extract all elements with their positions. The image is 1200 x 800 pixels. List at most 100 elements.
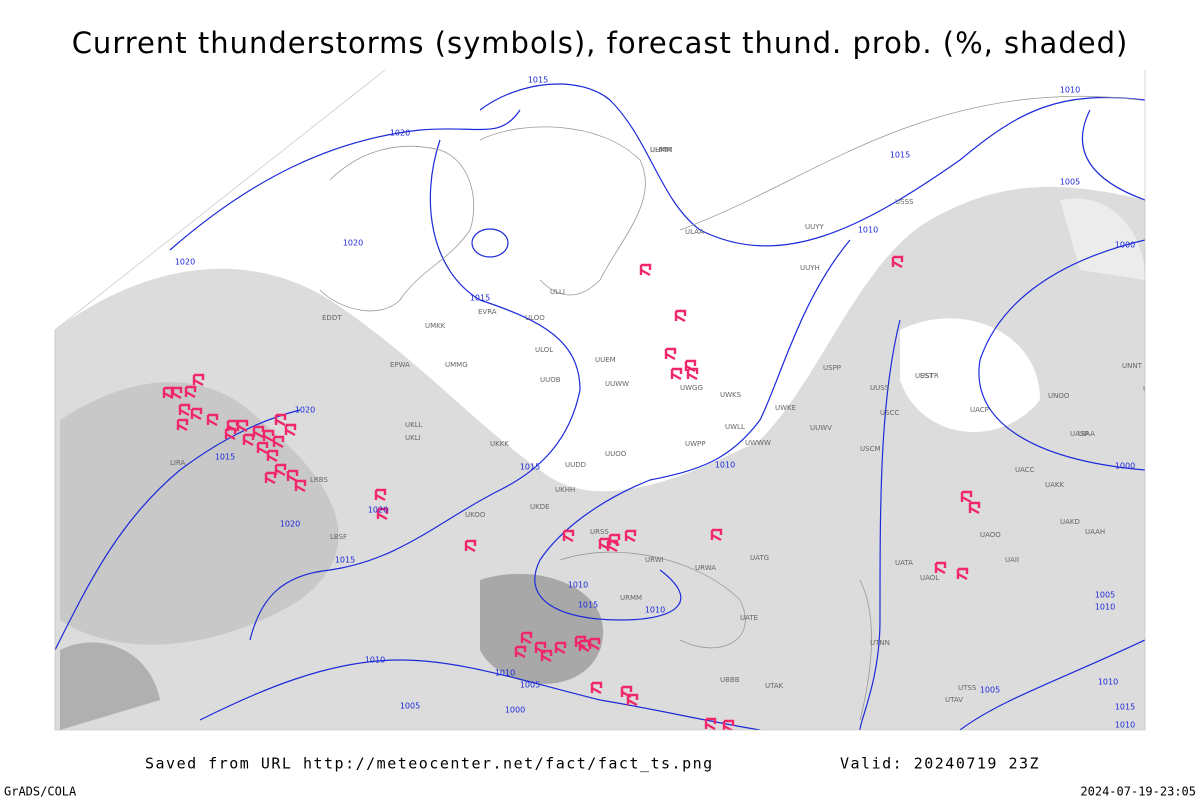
isobar-label: 1015 (890, 151, 910, 160)
station-label: UKKK (490, 440, 509, 448)
station-label: USPP (823, 364, 841, 372)
thunderstorm (256, 441, 269, 455)
station-label: UWWW (745, 439, 771, 447)
credit: GrADS/COLA (4, 785, 77, 799)
isobar-label: 1015 (1115, 703, 1135, 712)
thunderstorm (190, 407, 203, 421)
thunderstorm (540, 649, 553, 663)
thunderstorm (590, 681, 603, 695)
station-label: UKLI (405, 434, 421, 442)
station-label: LIRA (170, 459, 186, 467)
thunderstorm (934, 561, 947, 575)
isobar-label: 1020 (280, 520, 300, 529)
thunderstorm (178, 403, 191, 417)
thunderstorm (272, 435, 285, 449)
thunderstorm (968, 501, 981, 515)
isobar-label: 1010 (1095, 603, 1115, 612)
station-label: LRBS (310, 476, 328, 484)
station-label: USCC (880, 409, 899, 417)
isobar-label: 1020 (343, 239, 363, 248)
station-label: URMM (620, 594, 642, 602)
thunderstorm (176, 418, 189, 432)
thunderstorm (252, 425, 265, 439)
station-label: UKLL (405, 421, 423, 429)
station-label: USCM (860, 445, 881, 453)
thunderstorm (891, 255, 904, 269)
title: Current thunderstorms (symbols), forecas… (72, 26, 1129, 60)
station-label: ULLI (550, 288, 565, 296)
station-label: UUYH (800, 264, 820, 272)
isobar-label: 1020 (368, 506, 388, 515)
station-label: UTSS (958, 684, 977, 692)
isobar-label: 1010 (1098, 678, 1118, 687)
station-label: UUYY (805, 223, 825, 231)
isobar-label: 1005 (1095, 591, 1115, 600)
station-label: ULMM (650, 146, 671, 154)
station-label: UAKD (1060, 518, 1080, 526)
station-label: EVRA (478, 308, 497, 316)
thunderstorm (639, 263, 652, 277)
thunderstorm (520, 631, 533, 645)
station-label: URWA (695, 564, 716, 572)
thunderstorm (562, 529, 575, 543)
isobar-label: 1010 (858, 226, 878, 235)
isobar-label: 1010 (568, 581, 588, 590)
isobar-label: 1020 (175, 258, 195, 267)
isobar-labels: 1015 1020 1010 1015 1005 1010 1000 1020 1020 1015… (175, 76, 1135, 730)
thunderstorm (664, 347, 677, 361)
thunderstorm (588, 637, 601, 651)
isobar-label: 1020 (390, 129, 410, 138)
station-label: UNBB (1143, 385, 1163, 393)
thunderstorm (262, 429, 275, 443)
station-labels: ULMM ULAA ULOO ULOL UMMG UUEM UUWW UWGG UWPP UWKS… (170, 146, 1163, 704)
station-label: UTNN (870, 639, 890, 647)
thunderstorm (286, 469, 299, 483)
thunderstorm (670, 367, 683, 381)
station-label: UAAH (1085, 528, 1105, 536)
thunderstorm (266, 449, 279, 463)
station-label: UNNT (1122, 362, 1143, 370)
isobar-label: 1015 (335, 556, 355, 565)
station-label: UATG (750, 554, 769, 562)
isobar-label: 1020 (295, 406, 315, 415)
station-label: UMMG (445, 361, 468, 369)
thunderstorm (236, 419, 249, 433)
isobar-label: 1010 (715, 461, 735, 470)
isobar-label: 1000 (1115, 241, 1135, 250)
station-label: UUWW (605, 380, 629, 388)
station-label: UNOO (1048, 392, 1070, 400)
isobar-label: 1015 (578, 601, 598, 610)
station-label: USSS (895, 198, 914, 206)
station-label: UATE (740, 614, 758, 622)
station-label: UEST (915, 372, 934, 380)
station-label: UKOO (465, 511, 486, 519)
timestamp: 2024-07-19-23:05 (1080, 785, 1196, 799)
thunderstorm (184, 385, 197, 399)
isobar-label: 1010 (645, 606, 665, 615)
station-label: EDDT (322, 314, 342, 322)
station-label: UWLL (725, 423, 745, 431)
coastlines (319, 95, 1141, 721)
station-label: UHMM (650, 146, 672, 154)
thunderstorm (626, 693, 639, 707)
thunderstorm (192, 373, 205, 387)
isobar-label: 1000 (1115, 462, 1135, 471)
thunderstorm (206, 413, 219, 427)
isobar-label: 1010 (495, 669, 515, 678)
thunderstorm (624, 529, 637, 543)
valid-time: Valid: 20240719 23Z (840, 755, 1040, 773)
station-label: LBSF (330, 533, 347, 541)
isobar-label: 1010 (1060, 86, 1080, 95)
station-label: UAOL (920, 574, 939, 582)
station-label: UUDD (565, 461, 586, 469)
thunderstorm (606, 539, 619, 553)
station-label: UWPP (685, 440, 706, 448)
station-label: UACP (970, 406, 989, 414)
station-label: UACC (1015, 466, 1035, 474)
station-label: UAOO (980, 531, 1001, 539)
thunderstorm-symbols (162, 255, 981, 730)
isobar-label: 1005 (520, 681, 540, 690)
station-label: UWGG (680, 384, 703, 392)
thunderstorm (284, 423, 297, 437)
